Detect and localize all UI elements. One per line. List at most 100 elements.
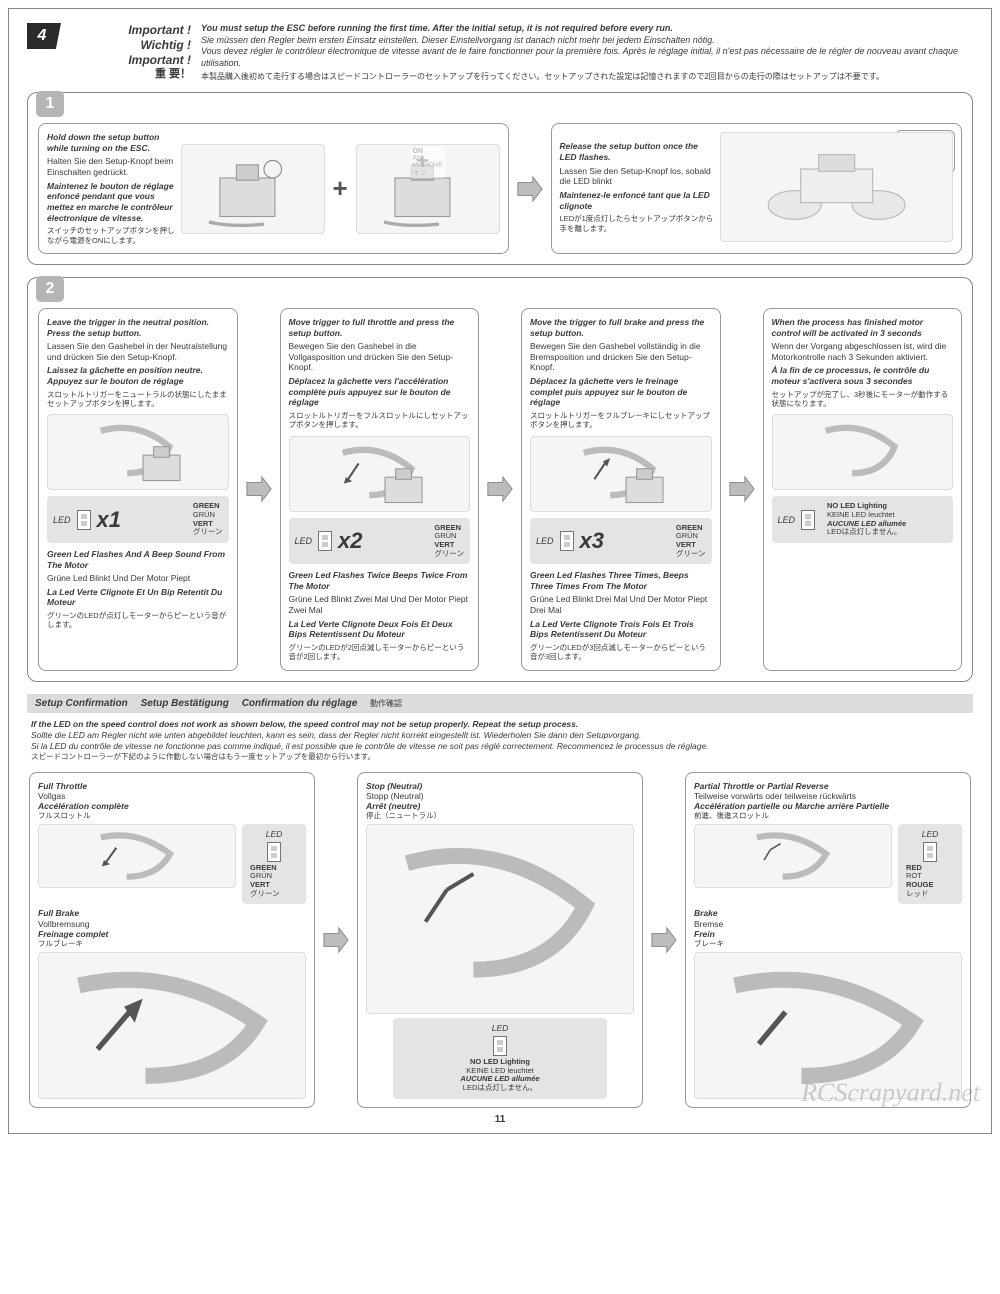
cc0a-de: Vollgas — [38, 791, 306, 801]
cc2a-jp: 前進、後進スロットル — [694, 811, 962, 820]
arrow-icon — [649, 926, 679, 954]
cc2a-fr: Accélération partielle ou Marche arrière… — [694, 801, 962, 811]
s1r-en: Release the setup button once the LED fl… — [560, 141, 714, 162]
b2-jp: グリーンのLEDが3回点滅しモーターからピーという音が3回します。 — [530, 643, 712, 662]
intro-jp: 本製品購入後初めて走行する場合はスピードコントローラーのセットアップを行ってくだ… — [201, 72, 973, 82]
section-1-number: 1 — [36, 91, 64, 117]
s1l-fr: Maintenez le bouton de réglage enfoncé p… — [47, 181, 175, 224]
s2-col-0: Leave the trigger in the neutral positio… — [38, 308, 238, 671]
s2c2-fr: Déplacez la gâchette vers le freinage co… — [530, 376, 712, 408]
b0-en: Green Led Flashes And A Beep Sound From … — [47, 549, 229, 570]
led-word: LED — [53, 515, 71, 525]
arrow-icon — [485, 475, 515, 503]
important-jp: 重 要！ — [71, 68, 191, 82]
section-2-number: 2 — [36, 276, 64, 302]
s1r-jp: LEDが1度点灯したらセットアップボタンから手を離します。 — [560, 214, 714, 233]
led-word: LED — [295, 536, 313, 546]
cc0-illus-b — [38, 952, 306, 1099]
cc0a-fr: Accélération complète — [38, 801, 306, 811]
cc0l-lbl: LED — [266, 830, 283, 840]
on-l3: MARCHE — [412, 162, 442, 169]
ct-jp: 動作確認 — [370, 699, 402, 708]
important-en: Important ! — [71, 23, 191, 38]
s2c2-led: LED x3 GREEN GRÜN VERT グリーン — [530, 518, 712, 565]
cc2-led: LED RED ROT ROUGE レッド — [898, 824, 962, 904]
cc0a-en: Full Throttle — [38, 781, 306, 791]
on-l4: オン — [412, 170, 442, 177]
lc-jp: LEDは点灯しません。 — [827, 528, 906, 537]
plus-icon: + — [331, 173, 350, 204]
s1-illus-a — [181, 144, 325, 234]
section-1: 1 Hold down the setup button while turni… — [27, 92, 973, 265]
on-l1: ON — [412, 148, 442, 155]
s2c3-jp: セットアップが完了し、3秒後にモーターが動作する状態になります。 — [772, 390, 954, 409]
s2c0-jp: スロットルトリガーをニュートラルの状態にしたままセットアップボタンを押します。 — [47, 390, 229, 409]
intro-en: You must setup the ESC before running th… — [201, 23, 973, 35]
s2c0-illus — [47, 414, 229, 490]
s1-illus-c — [720, 132, 953, 242]
cc0b-fr: Freinage complet — [38, 929, 306, 939]
cc1a-de: Stopp (Neutral) — [366, 791, 634, 801]
s2c0-count: x1 — [97, 507, 121, 533]
cc0-led: LED GREEN GRÜN VERT グリーン — [242, 824, 306, 904]
s2c1-de: Bewegen Sie den Gashebel in die Vollgasp… — [289, 341, 471, 373]
b1-de: Grüne Led Blinkt Zwei Mal Und Der Motor … — [289, 594, 471, 615]
cc1-illus — [366, 824, 634, 1014]
led-icon — [801, 510, 815, 530]
s2c2-en: Move the trigger to full brake and press… — [530, 317, 712, 338]
b1-en: Green Led Flashes Twice Beeps Twice From… — [289, 570, 471, 591]
cc2l-lbl: LED — [922, 830, 939, 840]
s2c2-illus — [530, 436, 712, 512]
s1r-de: Lassen Sie den Setup-Knopf los, sobald d… — [560, 166, 714, 187]
cc2b-en: Brake — [694, 908, 962, 918]
s2c0-de: Lassen Sie den Gashebel in der Neutralst… — [47, 341, 229, 362]
s1l-en: Hold down the setup button while turning… — [47, 132, 175, 153]
cc1a-fr: Arrêt (neutre) — [366, 801, 634, 811]
ci-en: If the LED on the speed control does not… — [31, 719, 969, 730]
led-icon — [560, 531, 574, 551]
cc2b-jp: ブレーキ — [694, 939, 962, 948]
cc2a-de: Teilweise vorwärts oder teilweise rückwä… — [694, 791, 962, 801]
s1-illus-b: ON AN MARCHE オン — [356, 144, 500, 234]
cc2b-fr: Frein — [694, 929, 962, 939]
s2c1-led: LED x2 GREEN GRÜN VERT グリーン — [289, 518, 471, 565]
ct-de: Setup Bestätigung — [141, 698, 229, 709]
cc2a-en: Partial Throttle or Partial Reverse — [694, 781, 962, 791]
arrow-icon — [244, 475, 274, 503]
s2c2-count: x3 — [580, 528, 604, 554]
b0-fr: La Led Verte Clignote Et Un Bip Retentit… — [47, 587, 229, 608]
confirmation-row: Full Throttle Vollgas Accélération compl… — [27, 772, 973, 1108]
led-icon — [318, 531, 332, 551]
ci-fr: Si la LED du contrôle de vitesse ne fonc… — [31, 741, 969, 752]
s1r-fr: Maintenez-le enfoncé tant que la LED cli… — [560, 190, 714, 211]
confirmation-title-bar: Setup Confirmation Setup Bestätigung Con… — [27, 694, 973, 713]
b1-jp: グリーンのLEDが2回点滅しモーターからピーという音が2回します。 — [289, 643, 471, 662]
cc-2: Partial Throttle or Partial Reverse Teil… — [685, 772, 971, 1108]
ci-jp: スピードコントローラーが下記のように作動しない場合はもう一度セットアップを最初か… — [31, 752, 969, 762]
ct-en: Setup Confirmation — [35, 698, 128, 709]
b0-jp: グリーンのLEDが点灯しモーターからピーという音がします。 — [47, 611, 229, 630]
led-icon — [493, 1036, 507, 1056]
s2c1-count: x2 — [338, 528, 362, 554]
b2-de: Grüne Led Blinkt Drei Mal Und Der Motor … — [530, 594, 712, 615]
lc-jp: グリーン — [434, 550, 464, 559]
cc1l4: LEDは点灯しません。 — [401, 1084, 599, 1093]
s2c2-jp: スロットルトリガーをフルブレーキにしセットアップボタンを押します。 — [530, 411, 712, 430]
s2c3-illus — [772, 414, 954, 490]
s2c2-de: Bewegen Sie den Gashebel vollständig in … — [530, 341, 712, 373]
cc0l4: グリーン — [250, 890, 298, 899]
cc0-illus-a — [38, 824, 236, 888]
led-icon — [77, 510, 91, 530]
important-labels: Important ! Wichtig ! Important ! 重 要！ — [71, 23, 191, 82]
cc0b-en: Full Brake — [38, 908, 306, 918]
cc2-illus-a — [694, 824, 892, 888]
cc-1: Stop (Neutral) Stopp (Neutral) Arrêt (ne… — [357, 772, 643, 1108]
s2c1-jp: スロットルトリガーをフルスロットルにしセットアップボタンを押します。 — [289, 411, 471, 430]
s2c3-led: LED NO LED Lighting KEINE LED leuchtet A… — [772, 496, 954, 543]
cc0a-jp: フルスロットル — [38, 811, 306, 820]
s2c1-illus — [289, 436, 471, 512]
led-icon — [267, 842, 281, 862]
s2c1-fr: Déplacez la gâchette vers l'accélération… — [289, 376, 471, 408]
s2-col-1: Move trigger to full throttle and press … — [280, 308, 480, 671]
b0-de: Grüne Led Blinkt Und Der Motor Piept — [47, 573, 229, 584]
